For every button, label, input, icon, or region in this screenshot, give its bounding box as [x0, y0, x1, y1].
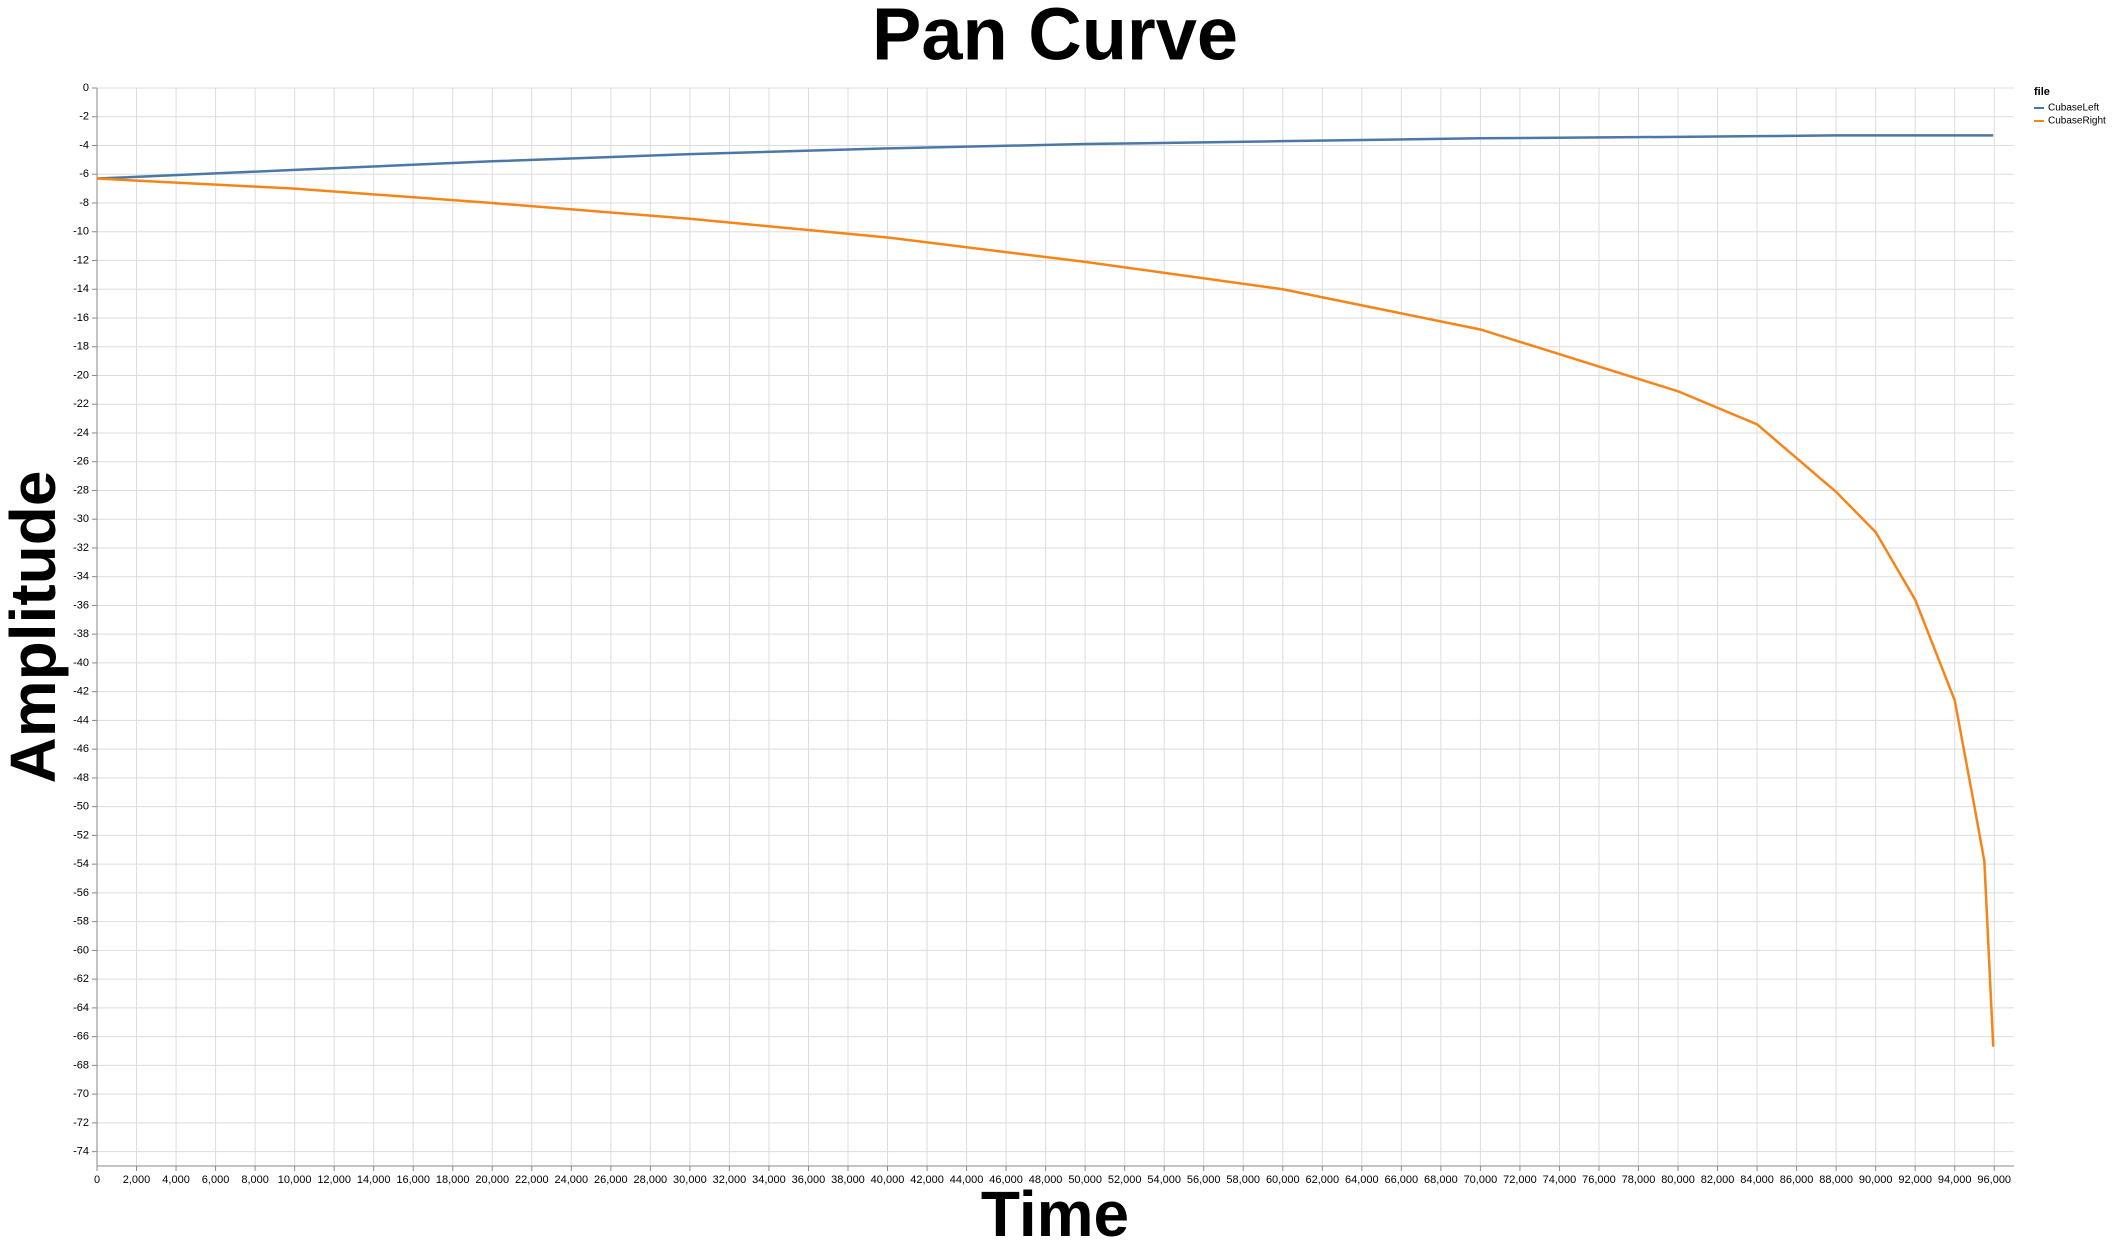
x-tick-label: 42,000	[910, 1174, 944, 1186]
y-tick-label: -28	[73, 484, 89, 496]
x-tick-label: 92,000	[1898, 1174, 1932, 1186]
x-tick-label: 96,000	[1977, 1174, 2011, 1186]
legend-label: CubaseLeft	[2048, 103, 2099, 114]
x-tick-label: 94,000	[1938, 1174, 1972, 1186]
x-tick-label: 28,000	[634, 1174, 668, 1186]
y-tick-label: -12	[73, 254, 89, 266]
x-tick-label: 24,000	[554, 1174, 588, 1186]
x-tick-label: 34,000	[752, 1174, 786, 1186]
x-tick-label: 54,000	[1147, 1174, 1181, 1186]
x-tick-label: 22,000	[515, 1174, 549, 1186]
x-tick-label: 62,000	[1305, 1174, 1339, 1186]
x-tick-label: 14,000	[357, 1174, 391, 1186]
x-tick-label: 76,000	[1582, 1174, 1616, 1186]
y-tick-label: -66	[73, 1031, 89, 1043]
x-tick-label: 10,000	[278, 1174, 312, 1186]
y-tick-label: -24	[73, 427, 89, 439]
x-tick-label: 18,000	[436, 1174, 470, 1186]
x-tick-label: 70,000	[1464, 1174, 1498, 1186]
y-tick-label: -72	[73, 1117, 89, 1129]
y-tick-label: -4	[79, 139, 89, 151]
y-tick-label: -46	[73, 743, 89, 755]
legend-label: CubaseRight	[2048, 116, 2106, 127]
y-tick-label: -34	[73, 571, 89, 583]
x-tick-label: 66,000	[1385, 1174, 1419, 1186]
y-tick-label: -64	[73, 1002, 89, 1014]
y-tick-label: -36	[73, 599, 89, 611]
y-tick-label: -32	[73, 542, 89, 554]
y-tick-label: -14	[73, 283, 89, 295]
x-tick-label: 16,000	[396, 1174, 430, 1186]
x-tick-label: 0	[94, 1174, 100, 1186]
x-tick-label: 44,000	[950, 1174, 984, 1186]
x-tick-label: 26,000	[594, 1174, 628, 1186]
x-tick-label: 78,000	[1622, 1174, 1656, 1186]
x-tick-label: 58,000	[1226, 1174, 1260, 1186]
x-tick-label: 82,000	[1701, 1174, 1735, 1186]
y-tick-label: -42	[73, 686, 89, 698]
x-tick-label: 86,000	[1780, 1174, 1814, 1186]
y-tick-label: -38	[73, 628, 89, 640]
y-tick-label: -56	[73, 887, 89, 899]
y-tick-label: -20	[73, 369, 89, 381]
y-tick-label: -30	[73, 513, 89, 525]
x-axis-label: Time	[981, 1178, 1129, 1250]
x-tick-label: 52,000	[1108, 1174, 1142, 1186]
y-tick-label: -2	[79, 111, 89, 123]
x-tick-label: 50,000	[1068, 1174, 1102, 1186]
legend-title: file	[2034, 86, 2050, 98]
y-tick-label: -62	[73, 973, 89, 985]
y-tick-label: -18	[73, 341, 89, 353]
x-tick-label: 72,000	[1503, 1174, 1537, 1186]
y-tick-label: -74	[73, 1146, 89, 1158]
line-series	[96, 134, 1994, 180]
x-tick-label: 30,000	[673, 1174, 707, 1186]
y-tick-label: -26	[73, 456, 89, 468]
x-tick-label: 46,000	[989, 1174, 1023, 1186]
x-tick-label: 90,000	[1859, 1174, 1893, 1186]
y-tick-label: -52	[73, 829, 89, 841]
x-tick-label: 12,000	[317, 1174, 351, 1186]
y-tick-label: -70	[73, 1088, 89, 1100]
y-tick-label: 0	[83, 82, 89, 94]
x-tick-label: 64,000	[1345, 1174, 1379, 1186]
y-tick-label: -10	[73, 226, 89, 238]
x-tick-label: 56,000	[1187, 1174, 1221, 1186]
x-tick-label: 74,000	[1543, 1174, 1577, 1186]
chart-title: Pan Curve	[872, 0, 1238, 76]
x-tick-label: 84,000	[1740, 1174, 1774, 1186]
x-tick-label: 4,000	[162, 1174, 190, 1186]
line-series	[96, 177, 1995, 1047]
y-tick-label: -50	[73, 801, 89, 813]
y-tick-label: -48	[73, 772, 89, 784]
y-tick-label: -60	[73, 944, 89, 956]
y-tick-label: -40	[73, 657, 89, 669]
x-tick-label: 60,000	[1266, 1174, 1300, 1186]
x-tick-label: 36,000	[792, 1174, 826, 1186]
x-tick-label: 40,000	[871, 1174, 905, 1186]
y-tick-label: -54	[73, 858, 89, 870]
y-tick-label: -68	[73, 1059, 89, 1071]
x-tick-label: 2,000	[123, 1174, 151, 1186]
x-tick-label: 80,000	[1661, 1174, 1695, 1186]
x-tick-label: 20,000	[475, 1174, 509, 1186]
x-tick-label: 8,000	[241, 1174, 269, 1186]
x-tick-label: 48,000	[1029, 1174, 1063, 1186]
x-tick-label: 88,000	[1819, 1174, 1853, 1186]
x-tick-label: 6,000	[202, 1174, 230, 1186]
y-axis-label: Amplitude	[0, 471, 69, 784]
y-tick-label: -22	[73, 398, 89, 410]
y-tick-label: -44	[73, 714, 89, 726]
y-tick-label: -16	[73, 312, 89, 324]
x-tick-label: 68,000	[1424, 1174, 1458, 1186]
y-tick-label: -8	[79, 197, 89, 209]
y-tick-label: -6	[79, 168, 89, 180]
x-tick-label: 38,000	[831, 1174, 865, 1186]
x-tick-label: 32,000	[713, 1174, 747, 1186]
y-tick-label: -58	[73, 916, 89, 928]
